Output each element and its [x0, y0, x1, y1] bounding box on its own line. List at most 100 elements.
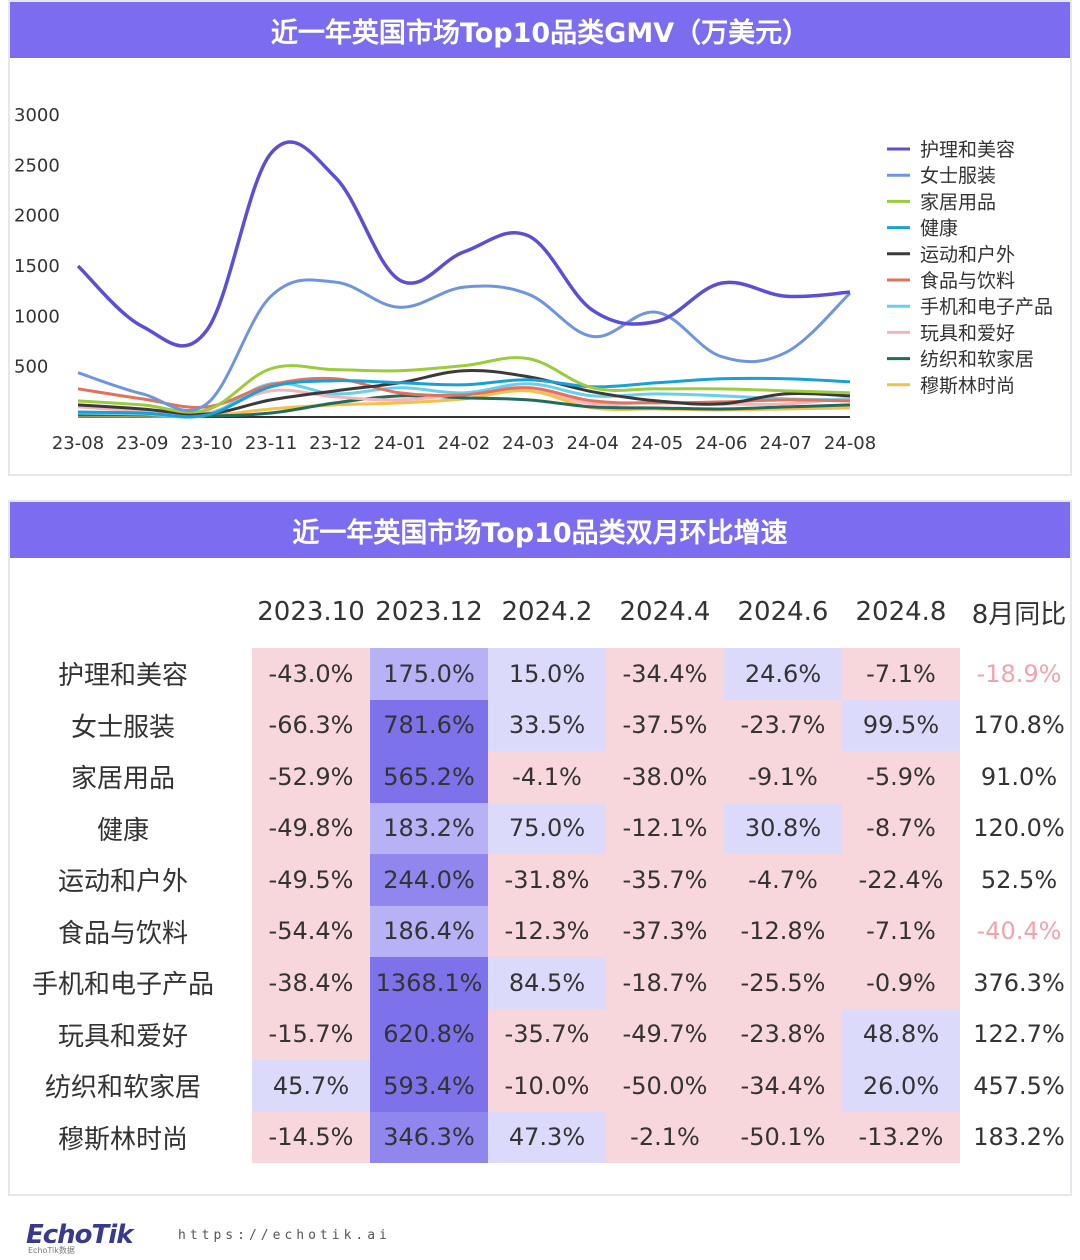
growth-cell: 48.8% [842, 1008, 960, 1060]
gmv-line-chart: 500 1000 1500 2000 2500 3000 23-08 23-09 23-10 23… [14, 105, 1053, 454]
y-tick-label: 1000 [14, 306, 60, 327]
x-tick-label: 23-10 [181, 433, 233, 454]
column-header: 2024.6 [737, 597, 829, 627]
series-line-健康 [77, 376, 851, 419]
row-label: 健康 [96, 815, 149, 846]
growth-cell: 84.5% [488, 957, 606, 1009]
growth-cell: -52.9% [252, 751, 370, 803]
growth-cell: -38.0% [606, 751, 724, 803]
growth-cell: -34.4% [606, 648, 724, 700]
growth-cell: -7.1% [842, 905, 960, 957]
column-header: 2023.10 [257, 597, 365, 627]
legend-label: 穆斯林时尚 [920, 375, 1015, 397]
growth-cell: 565.2% [370, 751, 488, 803]
legend-label: 女士服装 [920, 165, 996, 187]
growth-cell: -5.9% [842, 751, 960, 803]
series-line-护理和美容 [76, 140, 851, 348]
growth-cell: 620.8% [370, 1008, 488, 1060]
legend-label: 手机和电子产品 [920, 296, 1053, 318]
growth-cell: -37.3% [606, 905, 724, 957]
yoy-cell: 120.0% [973, 814, 1065, 843]
x-tick-label: 24-06 [695, 433, 747, 454]
column-header: 2024.2 [501, 597, 593, 627]
gmv-line-chart-panel: 近一年英国市场Top10品类GMV（万美元） 500 1000 1500 2000 25… [8, 0, 1072, 476]
growth-cell: -22.4% [842, 854, 960, 906]
growth-cell: -35.7% [488, 1008, 606, 1060]
column-header: 8月同比 [971, 599, 1067, 630]
growth-cell: -50.0% [606, 1060, 724, 1112]
growth-cell: -66.3% [252, 699, 370, 751]
growth-cell: 781.6% [370, 699, 488, 751]
footer: EchoTik EchoTik数据 https://echotik.ai [0, 1210, 1080, 1260]
growth-cell: -34.4% [724, 1060, 842, 1112]
growth-cell: 99.5% [842, 699, 960, 751]
growth-cell: 33.5% [488, 699, 606, 751]
y-tick-label: 2000 [14, 206, 60, 227]
growth-cell: 244.0% [370, 854, 488, 906]
row-label: 食品与饮料 [57, 918, 188, 949]
growth-cell: -9.1% [724, 751, 842, 803]
growth-cell: -7.1% [842, 648, 960, 700]
row-label: 女士服装 [70, 712, 175, 743]
series-line-女士服装 [77, 278, 852, 413]
yoy-cell: 457.5% [973, 1071, 1065, 1100]
growth-cell: -35.7% [606, 854, 724, 906]
y-tick-label: 2500 [14, 155, 60, 176]
growth-cell: -37.5% [606, 699, 724, 751]
x-tick-label: 24-02 [438, 433, 490, 454]
y-tick-label: 500 [14, 357, 48, 378]
row-label: 玩具和爱好 [57, 1021, 188, 1052]
growth-cell: 24.6% [724, 648, 842, 700]
growth-cell: -43.0% [252, 648, 370, 700]
growth-cell: -4.7% [724, 854, 842, 906]
x-tick-label: 24-01 [374, 433, 426, 454]
row-label: 运动和户外 [57, 867, 188, 898]
growth-cell: -38.4% [252, 957, 370, 1009]
row-label: 手机和电子产品 [31, 970, 214, 1001]
yoy-cell: 170.8% [973, 711, 1065, 740]
table-title: 近一年英国市场Top10品类双月环比增速 [10, 502, 1070, 558]
y-tick-label: 3000 [14, 105, 60, 126]
row-label: 护理和美容 [57, 661, 188, 692]
series-line-家居用品 [77, 356, 851, 414]
legend-label: 食品与饮料 [920, 270, 1015, 292]
growth-cell: 183.2% [370, 802, 488, 854]
growth-cell: -15.7% [252, 1008, 370, 1060]
y-tick-label: 1500 [14, 256, 60, 277]
legend-label: 家居用品 [920, 191, 996, 213]
growth-cell: -14.5% [252, 1111, 370, 1163]
growth-cell: 346.3% [370, 1111, 488, 1163]
growth-cell: 26.0% [842, 1060, 960, 1112]
x-tick-label: 23-08 [52, 433, 104, 454]
growth-cell: -54.4% [252, 905, 370, 957]
yoy-cell: 52.5% [980, 865, 1058, 894]
growth-cell: 47.3% [488, 1111, 606, 1163]
growth-cell: -2.1% [606, 1111, 724, 1163]
growth-cell: -8.7% [842, 802, 960, 854]
growth-cell: -49.7% [606, 1008, 724, 1060]
x-tick-label: 24-03 [502, 433, 554, 454]
echotik-logo: EchoTik [26, 1220, 133, 1250]
series-line-食品与饮料 [77, 376, 851, 409]
x-tick-label: 24-05 [631, 433, 683, 454]
growth-cell: 15.0% [488, 648, 606, 700]
growth-cell: -0.9% [842, 957, 960, 1009]
yoy-cell: -40.4% [976, 917, 1062, 946]
legend-label: 运动和户外 [920, 244, 1015, 266]
yoy-cell: 183.2% [973, 1123, 1065, 1152]
growth-cell: -4.1% [488, 751, 606, 803]
yoy-cell: 376.3% [973, 968, 1065, 997]
yoy-cell: 91.0% [980, 762, 1058, 791]
chart-title: 近一年英国市场Top10品类GMV（万美元） [10, 2, 1070, 58]
row-label: 纺织和软家居 [44, 1073, 201, 1104]
growth-cell: 75.0% [488, 802, 606, 854]
x-tick-label: 24-08 [824, 433, 876, 454]
column-header: 2024.8 [855, 597, 947, 627]
growth-cell: -49.8% [252, 802, 370, 854]
growth-cell: -18.7% [606, 957, 724, 1009]
x-tick-label: 24-04 [567, 433, 619, 454]
growth-table-panel: 近一年英国市场Top10品类双月环比增速 2023.10 2023.12 2024.… [8, 500, 1072, 1196]
growth-cell: -50.1% [724, 1111, 842, 1163]
x-tick-label: 23-12 [309, 433, 361, 454]
column-header: 2023.12 [375, 597, 483, 627]
